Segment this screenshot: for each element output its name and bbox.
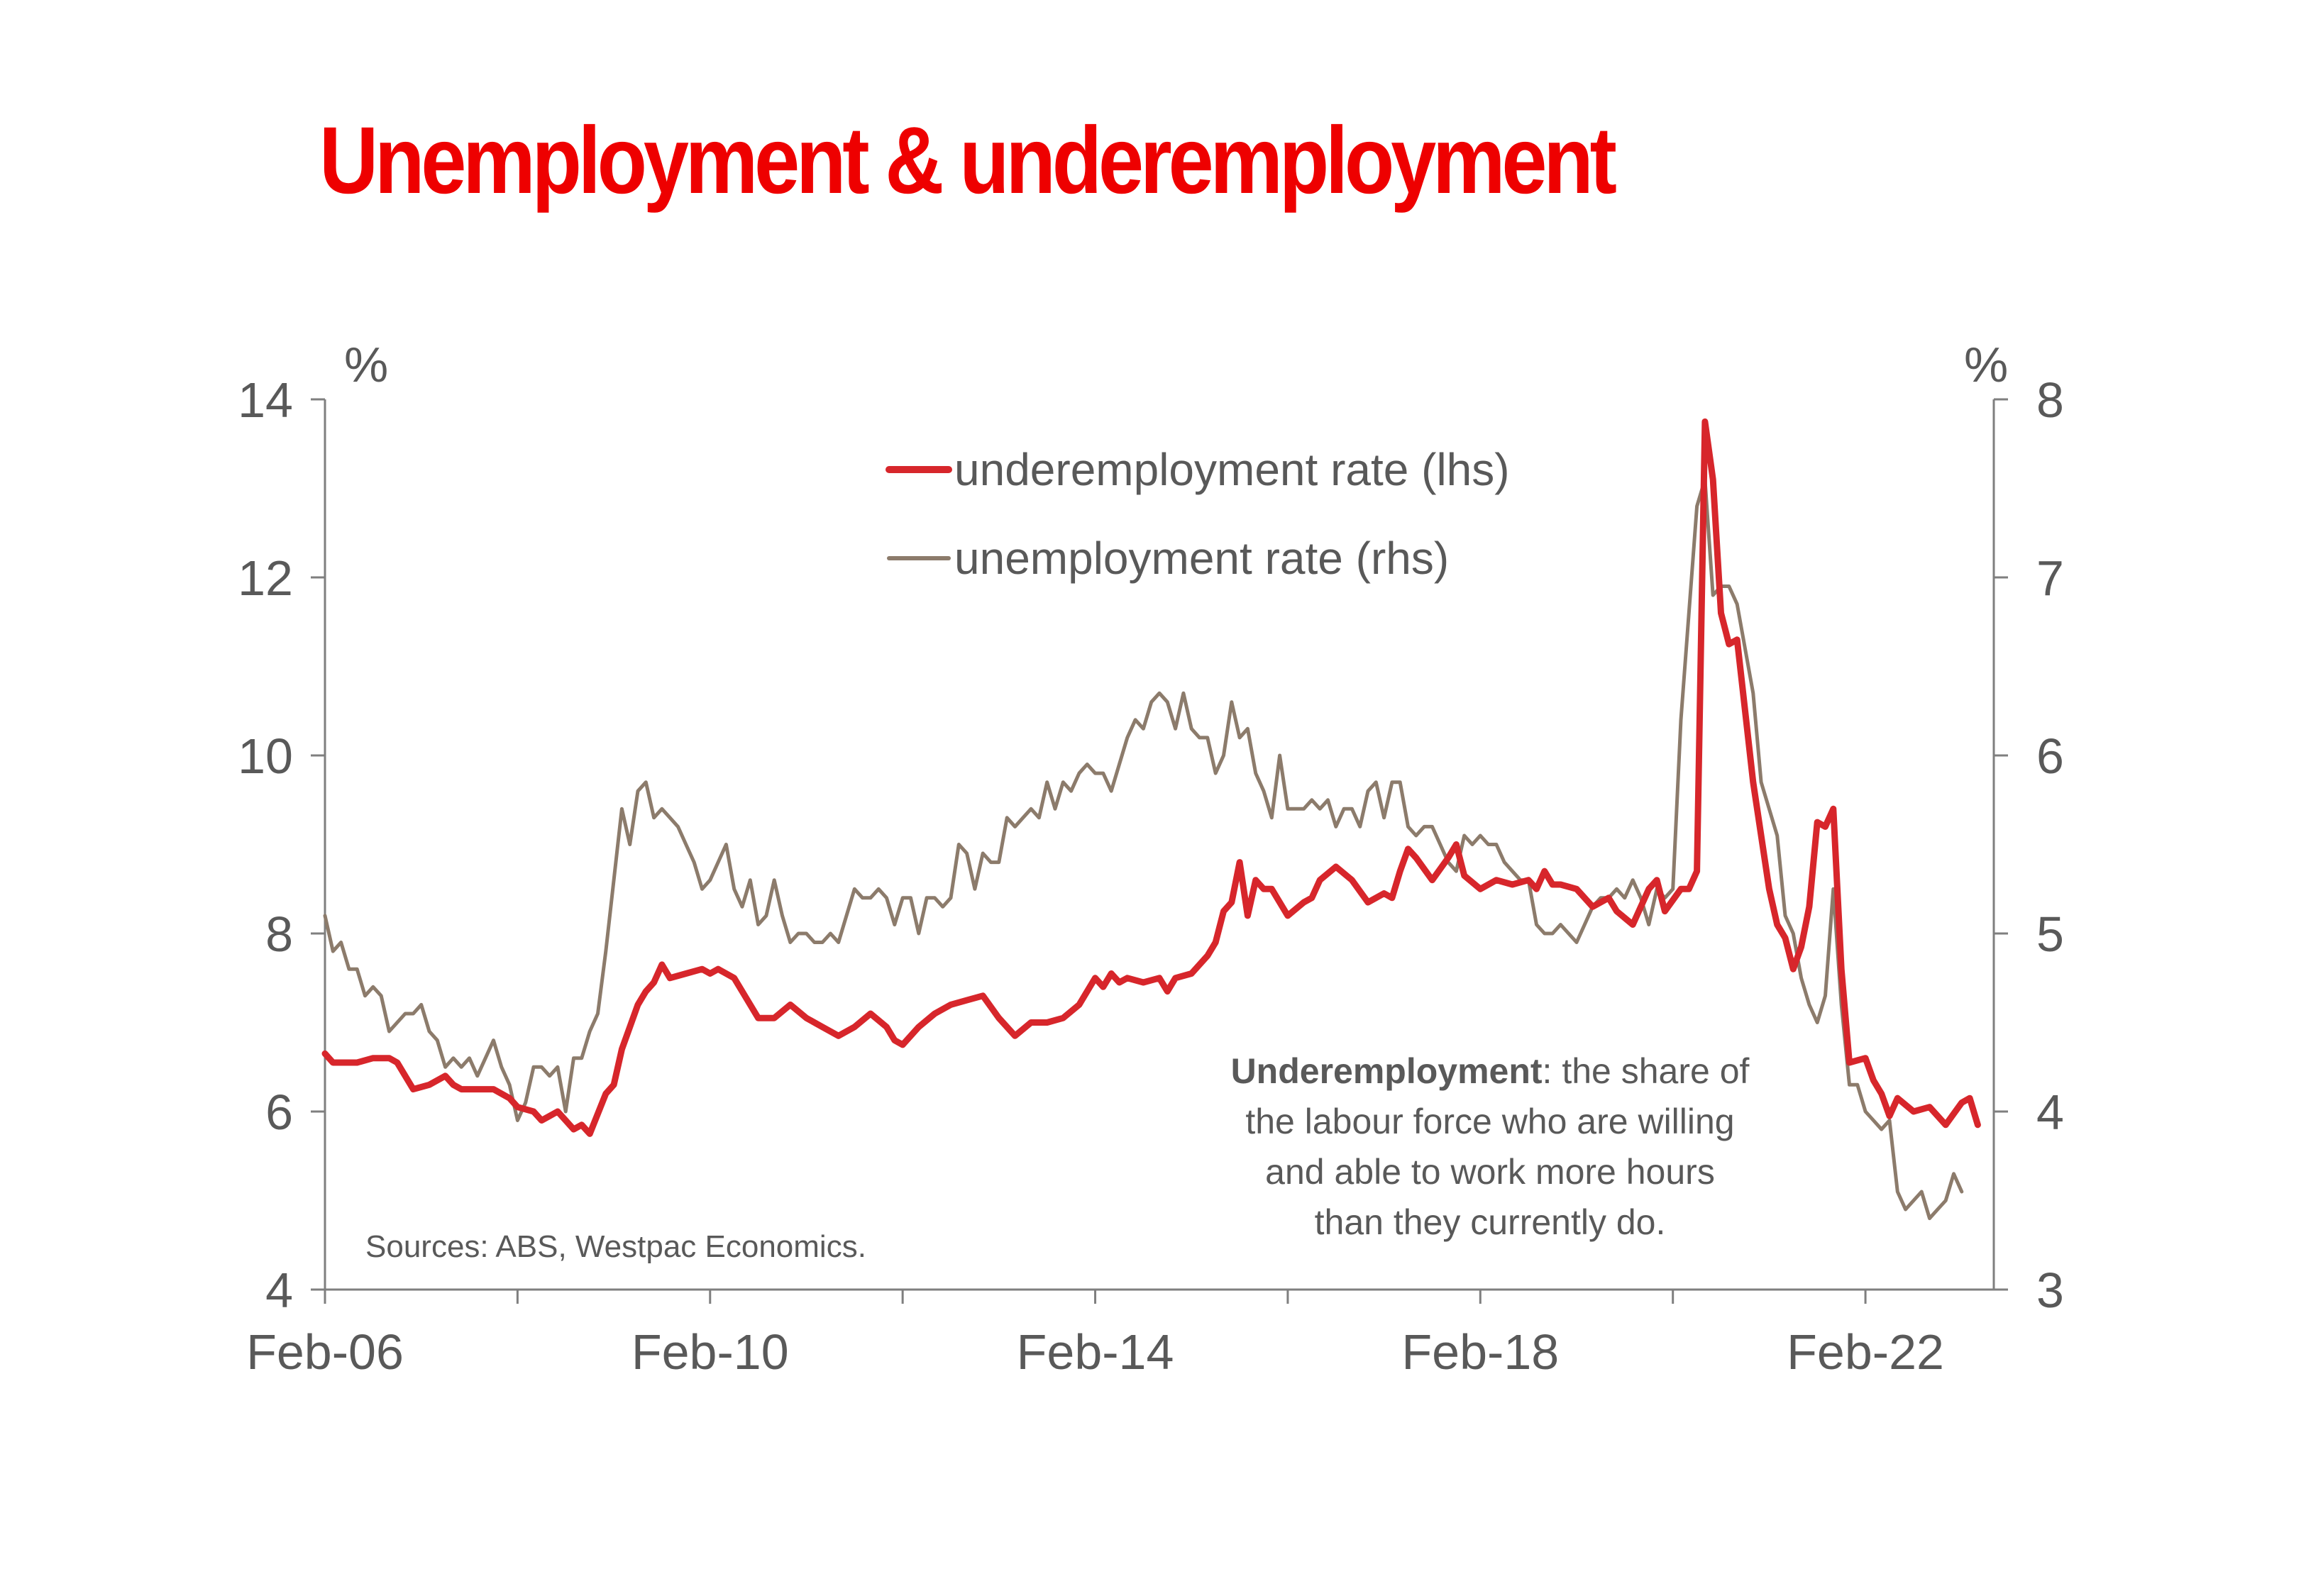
y-left-axis: 4 6 8 10 12 14 <box>238 372 325 1318</box>
y-left-tick-label: 10 <box>238 728 293 784</box>
legend-label-underemployment: underemployment rate (lhs) <box>954 444 1510 495</box>
y-right-tick-label: 4 <box>2036 1085 2064 1140</box>
chart-title: Unemployment & underemployment <box>319 108 1617 214</box>
x-tick-label: Feb-22 <box>1787 1324 1944 1380</box>
y-left-unit-label: % <box>344 337 388 392</box>
x-tick-label: Feb-14 <box>1017 1324 1174 1380</box>
y-left-tick-label: 8 <box>265 907 293 962</box>
x-tick-label: Feb-10 <box>631 1324 789 1380</box>
y-left-tick-label: 14 <box>238 372 293 428</box>
y-right-axis: 3 4 5 6 7 8 <box>1994 372 2064 1318</box>
y-left-tick-label: 4 <box>265 1263 293 1318</box>
annotation-rest: : the share of <box>1543 1051 1750 1091</box>
annotation-bold: Underemployment <box>1231 1051 1543 1091</box>
x-tick-label: Feb-18 <box>1401 1324 1559 1380</box>
legend-label-unemployment: unemployment rate (rhs) <box>954 533 1449 584</box>
series-line-underemployment <box>321 418 1981 1137</box>
y-right-tick-label: 6 <box>2036 728 2064 784</box>
y-left-tick-label: 12 <box>238 550 293 606</box>
y-right-tick-label: 7 <box>2036 550 2064 606</box>
series-layer <box>321 418 1981 1221</box>
annotation-line-2: and able to work more hours <box>1265 1152 1715 1192</box>
y-right-tick-label: 3 <box>2036 1263 2064 1318</box>
annotation-note: Underemployment: the share of the labour… <box>1231 1051 1750 1242</box>
y-left-tick-label: 6 <box>265 1085 293 1140</box>
annotation-line-0: Underemployment: the share of <box>1231 1051 1750 1091</box>
y-right-tick-label: 8 <box>2036 372 2064 428</box>
annotation-line-1: the labour force who are willing <box>1245 1102 1734 1141</box>
x-axis: Feb-06 Feb-10 Feb-14 Feb-18 Feb-22 <box>246 1290 1944 1380</box>
annotation-line-3: than they currently do. <box>1315 1202 1666 1242</box>
legend: underemployment rate (lhs) unemployment … <box>886 444 1510 584</box>
source-note: Sources: ABS, Westpac Economics. <box>365 1229 866 1264</box>
x-tick-label: Feb-06 <box>246 1324 404 1380</box>
plot-frame <box>324 399 1995 1291</box>
y-right-tick-label: 5 <box>2036 907 2064 962</box>
y-right-unit-label: % <box>1964 337 2008 392</box>
series-line-unemployment <box>323 477 1964 1221</box>
